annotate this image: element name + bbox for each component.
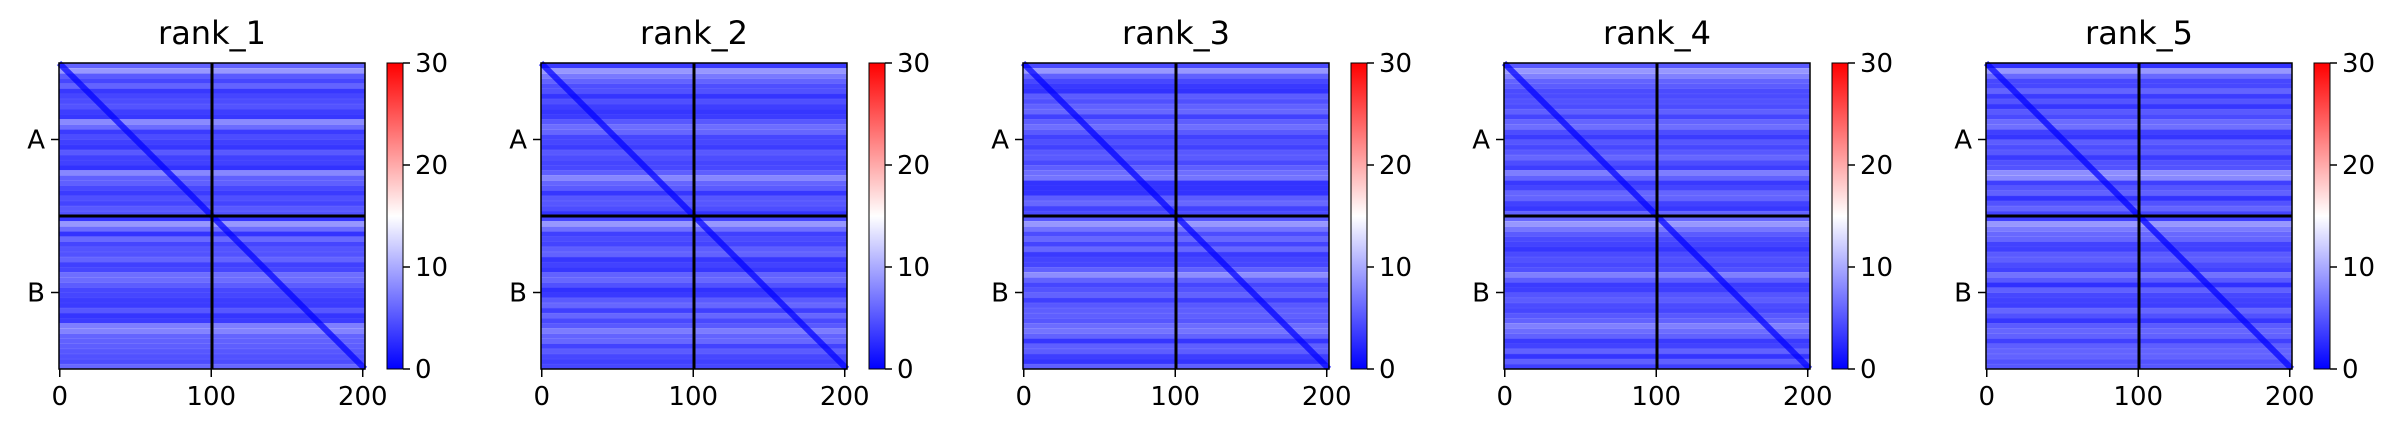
diagonal-chain-a <box>1501 60 1660 219</box>
chain-label: B <box>991 279 1009 309</box>
diagonal-chain-a <box>1983 60 2142 219</box>
diagonal-chain-b <box>691 213 850 372</box>
colorbar <box>1831 62 1849 370</box>
x-tick-label: 0 <box>1496 382 1513 412</box>
x-tick-label: 100 <box>1631 382 1681 412</box>
colorbar-tick-label: 10 <box>415 253 448 283</box>
colorbar-tick-label: 10 <box>897 253 930 283</box>
panel-title: rank_1 <box>158 14 266 52</box>
x-tick-label: 100 <box>186 382 236 412</box>
plot-frame <box>58 62 366 370</box>
colorbar <box>2313 62 2331 370</box>
x-tick-label: 0 <box>51 382 68 412</box>
colorbar-tick-label: 0 <box>2342 355 2359 385</box>
colorbar <box>1350 62 1368 370</box>
panel-title: rank_3 <box>1122 14 1230 52</box>
x-tick-label: 100 <box>668 382 718 412</box>
colorbar-tick-label: 20 <box>1379 151 1412 181</box>
x-tick-label: 100 <box>1150 382 1200 412</box>
colorbar-tick-label: 30 <box>897 49 930 79</box>
plot-frame <box>540 62 848 370</box>
colorbar-tick-label: 10 <box>1379 253 1412 283</box>
plot-frame <box>1985 62 2293 370</box>
colorbar-tick-label: 0 <box>415 355 432 385</box>
panel-3: rank_3 0 100 200 A B 0 10 20 30 <box>991 14 1412 412</box>
colorbar-tick-label: 10 <box>1860 253 1893 283</box>
plot-frame <box>1022 62 1330 370</box>
colorbar-tick-label: 0 <box>1860 355 1877 385</box>
diagonal-chain-a <box>1020 60 1179 219</box>
diagonal-chain-b <box>1173 213 1332 372</box>
panel-title: rank_4 <box>1603 14 1711 52</box>
chain-label: A <box>509 126 527 156</box>
diagonal-chain-a <box>538 60 697 219</box>
colorbar-tick-label: 20 <box>1860 151 1893 181</box>
colorbar-tick-label: 20 <box>2342 151 2375 181</box>
chain-label: A <box>27 126 45 156</box>
diagonal-chain-b <box>1654 213 1813 372</box>
x-tick-label: 200 <box>338 382 388 412</box>
colorbar-tick-label: 30 <box>1379 49 1412 79</box>
plot-frame <box>1503 62 1811 370</box>
panel-5: rank_5 0 100 200 A B 0 10 20 30 <box>1954 14 2375 412</box>
chain-label: A <box>1954 126 1972 156</box>
chain-label: A <box>1472 126 1490 156</box>
chain-label: B <box>509 279 527 309</box>
chain-label: B <box>27 279 45 309</box>
x-tick-label: 100 <box>2113 382 2163 412</box>
colorbar-tick-label: 30 <box>415 49 448 79</box>
chain-label: A <box>991 126 1009 156</box>
colorbar-tick-label: 30 <box>1860 49 1893 79</box>
diagonal-chain-a <box>56 60 215 219</box>
chain-label: B <box>1954 279 1972 309</box>
colorbar <box>386 62 404 370</box>
diagonal-chain-b <box>2136 213 2295 372</box>
x-tick-label: 200 <box>820 382 870 412</box>
x-tick-label: 0 <box>1015 382 1032 412</box>
colorbar-tick-label: 20 <box>897 151 930 181</box>
x-tick-label: 200 <box>1302 382 1352 412</box>
colorbar-tick-label: 0 <box>1379 355 1396 385</box>
x-tick-label: 0 <box>1978 382 1995 412</box>
colorbar-tick-label: 20 <box>415 151 448 181</box>
colorbar <box>868 62 886 370</box>
colorbar-tick-label: 10 <box>2342 253 2375 283</box>
x-tick-label: 200 <box>2265 382 2315 412</box>
panel-title: rank_5 <box>2085 14 2193 52</box>
panel-1: rank_1 0 100 200 A B 0 10 20 30 <box>27 14 448 412</box>
panel-4: rank_4 0 100 200 A B 0 10 20 30 <box>1472 14 1893 412</box>
colorbar-tick-label: 0 <box>897 355 914 385</box>
colorbar-tick-label: 30 <box>2342 49 2375 79</box>
panel-2: rank_2 0 100 200 A B 0 10 20 30 <box>509 14 930 412</box>
chain-label: B <box>1472 279 1490 309</box>
panel-title: rank_2 <box>640 14 748 52</box>
diagonal-chain-b <box>209 213 368 372</box>
x-tick-label: 200 <box>1783 382 1833 412</box>
x-tick-label: 0 <box>533 382 550 412</box>
